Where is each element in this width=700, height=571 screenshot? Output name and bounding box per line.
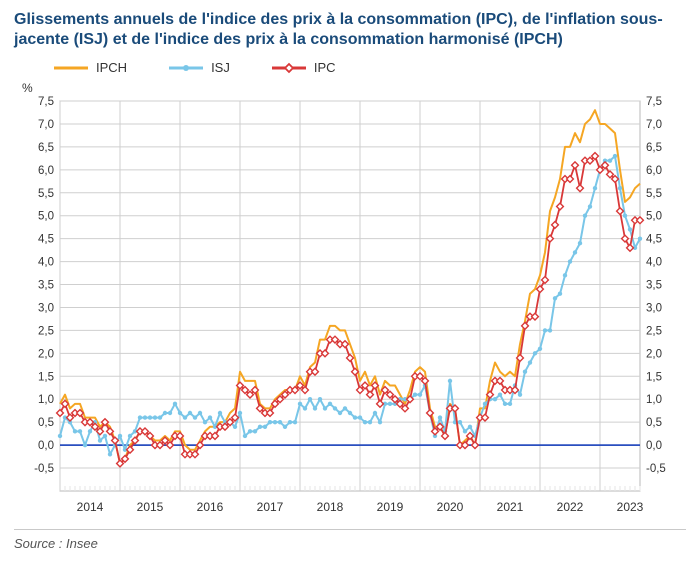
svg-text:0,5: 0,5 — [38, 417, 54, 429]
svg-text:2022: 2022 — [557, 500, 584, 514]
svg-text:6,5: 6,5 — [38, 142, 54, 154]
svg-text:2,0: 2,0 — [38, 348, 54, 360]
svg-text:-0,5: -0,5 — [646, 463, 666, 475]
svg-text:3,5: 3,5 — [38, 280, 54, 292]
source-label: Source : Insee — [14, 536, 686, 551]
svg-text:3,0: 3,0 — [38, 302, 54, 314]
legend-item-ipch: IPCH — [54, 60, 127, 75]
svg-text:4,0: 4,0 — [646, 257, 662, 269]
legend: IPCH ISJ IPC — [54, 60, 686, 75]
legend-item-isj: ISJ — [169, 60, 230, 75]
svg-text:5,0: 5,0 — [38, 211, 54, 223]
legend-swatch-isj — [169, 62, 203, 74]
legend-label-ipc: IPC — [314, 60, 336, 75]
svg-text:5,0: 5,0 — [646, 211, 662, 223]
chart-title: Glissements annuels de l'indice des prix… — [14, 10, 686, 50]
svg-text:1,0: 1,0 — [646, 394, 662, 406]
svg-text:-0,5: -0,5 — [34, 463, 54, 475]
svg-text:2023: 2023 — [617, 500, 644, 514]
svg-text:1,5: 1,5 — [646, 371, 662, 383]
svg-text:1,0: 1,0 — [38, 394, 54, 406]
svg-text:5,5: 5,5 — [38, 188, 54, 200]
svg-text:0,0: 0,0 — [646, 440, 662, 452]
svg-text:5,5: 5,5 — [646, 188, 662, 200]
svg-text:7,0: 7,0 — [646, 119, 662, 131]
svg-text:4,5: 4,5 — [646, 234, 662, 246]
svg-text:7,5: 7,5 — [646, 96, 662, 108]
svg-text:2020: 2020 — [437, 500, 464, 514]
svg-text:2015: 2015 — [137, 500, 164, 514]
svg-text:2014: 2014 — [77, 500, 104, 514]
legend-swatch-ipc — [272, 62, 306, 74]
svg-text:2,5: 2,5 — [38, 325, 54, 337]
svg-text:7,0: 7,0 — [38, 119, 54, 131]
legend-label-isj: ISJ — [211, 60, 230, 75]
svg-text:0,5: 0,5 — [646, 417, 662, 429]
svg-text:6,0: 6,0 — [646, 165, 662, 177]
legend-item-ipc: IPC — [272, 60, 336, 75]
svg-text:2,5: 2,5 — [646, 325, 662, 337]
svg-text:2016: 2016 — [197, 500, 224, 514]
svg-text:2017: 2017 — [257, 500, 284, 514]
svg-text:6,0: 6,0 — [38, 165, 54, 177]
svg-text:4,0: 4,0 — [38, 257, 54, 269]
svg-text:0,0: 0,0 — [38, 440, 54, 452]
svg-text:3,0: 3,0 — [646, 302, 662, 314]
svg-text:1,5: 1,5 — [38, 371, 54, 383]
line-chart: -0,5 -0,5 0,0 0,0 0,5 0,5 1,0 1,0 1,5 1,5 2,0 2,0 2,… — [14, 95, 686, 525]
svg-text:7,5: 7,5 — [38, 96, 54, 108]
svg-text:4,5: 4,5 — [38, 234, 54, 246]
legend-label-ipch: IPCH — [96, 60, 127, 75]
y-unit-label: % — [22, 81, 686, 95]
svg-text:3,5: 3,5 — [646, 280, 662, 292]
svg-text:2019: 2019 — [377, 500, 404, 514]
svg-text:6,5: 6,5 — [646, 142, 662, 154]
chart-area: -0,5 -0,5 0,0 0,0 0,5 0,5 1,0 1,0 1,5 1,5 2,0 2,0 2,… — [14, 95, 686, 525]
svg-text:2,0: 2,0 — [646, 348, 662, 360]
svg-text:2021: 2021 — [497, 500, 524, 514]
svg-text:2018: 2018 — [317, 500, 344, 514]
divider — [14, 529, 686, 530]
legend-swatch-ipch — [54, 62, 88, 74]
